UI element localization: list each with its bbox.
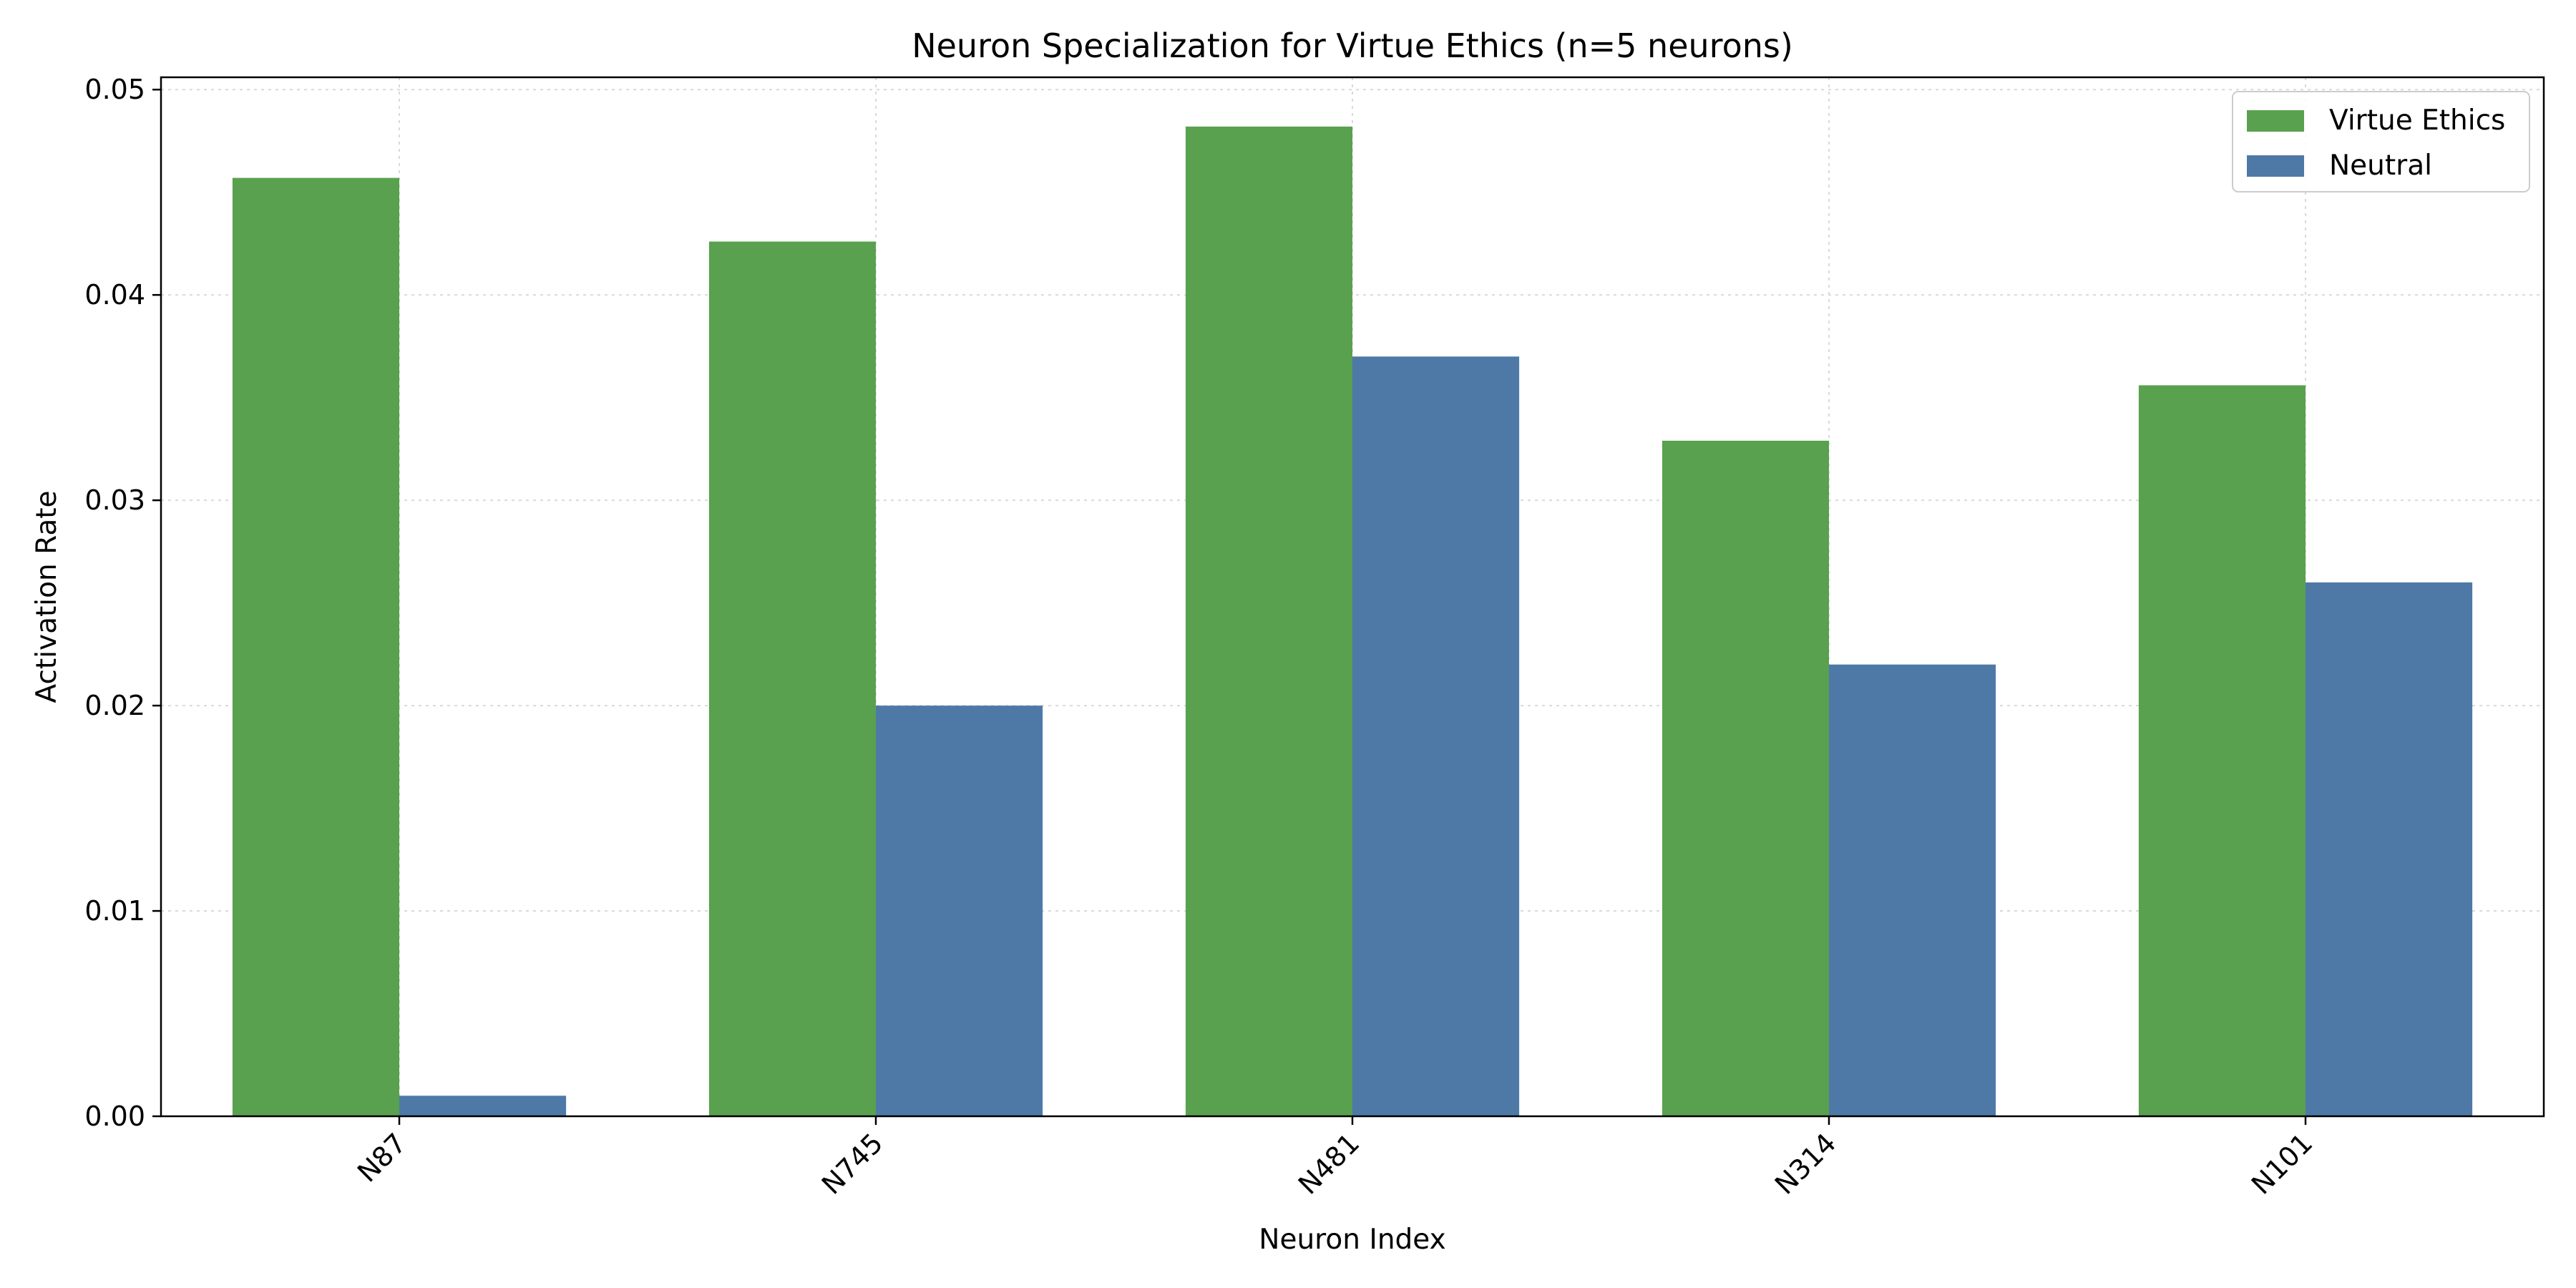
y-tick-label: 0.03 [84, 484, 145, 516]
bar-neutral-n745 [876, 706, 1043, 1116]
y-tick-label: 0.04 [84, 279, 145, 311]
bar-neutral-n481 [1352, 356, 1520, 1116]
legend-label: Neutral [2329, 150, 2432, 182]
bar-virtue-ethics-n87 [232, 177, 399, 1117]
y-axis-label: Activation Rate [31, 490, 63, 703]
y-axis: 0.00 0.01 0.02 0.03 0.04 0.05 [84, 74, 161, 1132]
x-axis-label: Neuron Index [1259, 1224, 1445, 1256]
y-tick-label: 0.05 [84, 74, 145, 105]
bar-virtue-ethics-n101 [2138, 385, 2306, 1116]
legend-box [2232, 91, 2530, 192]
y-tick-label: 0.00 [84, 1101, 145, 1132]
bar-virtue-ethics-n745 [708, 241, 876, 1117]
x-tick-label: N101 [2245, 1127, 2319, 1201]
bar-neutral-n87 [399, 1096, 567, 1116]
x-axis: N87 N745 N481 N314 N101 [351, 1116, 2318, 1201]
legend-label: Virtue Ethics [2329, 104, 2505, 137]
x-tick-label: N481 [1292, 1127, 1366, 1201]
legend-swatch [2247, 110, 2304, 132]
bar-virtue-ethics-n481 [1185, 126, 1352, 1116]
y-tick-label: 0.02 [84, 690, 145, 721]
bars [232, 126, 2473, 1117]
bar-neutral-n101 [2306, 582, 2473, 1116]
x-tick-label: N314 [1769, 1127, 1843, 1201]
x-tick-label: N745 [816, 1127, 889, 1201]
y-tick-label: 0.01 [84, 895, 145, 927]
legend: Virtue Ethics Neutral [2232, 91, 2530, 192]
legend-swatch [2247, 155, 2304, 177]
bar-neutral-n314 [1829, 664, 1996, 1116]
bar-virtue-ethics-n314 [1662, 440, 1829, 1116]
chart-title: Neuron Specialization for Virtue Ethics … [912, 26, 1793, 65]
x-tick-label: N87 [351, 1127, 412, 1188]
